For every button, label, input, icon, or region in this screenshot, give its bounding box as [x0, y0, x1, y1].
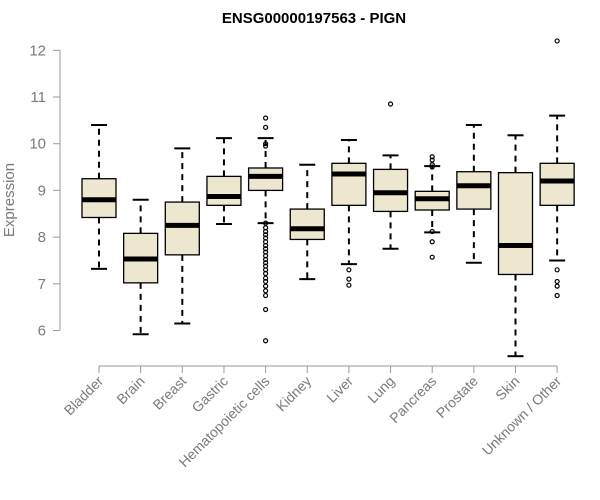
box-bladder: [81, 124, 117, 270]
y-tick-label: 10: [29, 136, 46, 153]
outlier-point: [429, 154, 435, 160]
box-kidney: [289, 163, 325, 281]
outlier-point: [263, 143, 269, 149]
x-tick-label: Breast: [149, 373, 189, 413]
box-skin: [497, 134, 534, 358]
iqr-box: [539, 162, 575, 206]
box-brain: [123, 198, 159, 336]
chart-title: ENSG00000197563 - PIGN: [222, 10, 406, 27]
iqr-box: [331, 162, 367, 206]
x-tick-label: Kidney: [273, 373, 315, 415]
box-pancreas: [414, 154, 450, 260]
outlier-point: [554, 278, 560, 285]
iqr-box: [456, 171, 492, 210]
outlier-point: [346, 282, 352, 288]
outlier-point: [263, 141, 269, 147]
y-tick-label: 7: [38, 276, 46, 293]
outlier-point: [263, 232, 269, 238]
y-axis-title: Expression: [1, 163, 18, 237]
outlier-point: [346, 267, 352, 273]
outlier-point: [346, 276, 352, 282]
iqr-box: [247, 167, 284, 192]
outlier-point: [554, 38, 560, 44]
iqr-box: [289, 208, 325, 241]
outlier-point: [554, 283, 560, 289]
y-axis: 6 7 8 9 10 11 12: [29, 42, 61, 340]
iqr-box: [497, 172, 534, 276]
outlier-point: [263, 292, 269, 299]
x-tick-label: Prostate: [433, 373, 481, 421]
outlier-point: [429, 254, 435, 260]
outlier-point: [263, 278, 269, 285]
outlier-point: [263, 338, 269, 344]
y-tick-label: 11: [30, 89, 46, 106]
y-tick-label: 9: [38, 182, 46, 199]
iqr-box: [206, 175, 242, 206]
outlier-point: [263, 115, 269, 121]
outlier-point: [263, 124, 269, 130]
outlier-point: [263, 260, 269, 266]
outlier-point: [429, 157, 435, 163]
outlier-point: [263, 275, 269, 281]
box-breast: [164, 147, 200, 325]
outlier-point: [387, 101, 394, 107]
outlier-point: [263, 246, 269, 252]
outlier-point: [429, 164, 435, 170]
box-unknown-other: [539, 38, 575, 299]
outlier-point: [263, 242, 269, 249]
box-liver: [331, 138, 367, 288]
x-tick-label: Unknown / Other: [479, 373, 565, 459]
outlier-point: [263, 306, 269, 313]
y-tick-label: 8: [38, 229, 46, 246]
y-tick-label: 6: [38, 323, 46, 340]
box-lung: [372, 101, 409, 250]
x-tick-label: Brain: [113, 373, 147, 407]
outlier-point: [263, 220, 269, 226]
box-gastric: [206, 137, 242, 226]
x-tick-label: Liver: [323, 373, 356, 406]
box-prostate: [456, 124, 492, 264]
y-tick-label: 12: [29, 42, 46, 59]
outlier-point: [429, 239, 435, 245]
outlier-point: [263, 283, 269, 289]
iqr-box: [164, 201, 200, 256]
x-tick-label: Bladder: [61, 373, 107, 419]
outlier-point: [263, 228, 269, 235]
outlier-point: [263, 256, 269, 263]
box-hematopoietic-cells: [247, 115, 284, 344]
outlier-point: [429, 162, 435, 168]
outlier-point: [263, 288, 269, 294]
outlier-point: [429, 228, 435, 235]
x-tick-label: Skin: [492, 373, 523, 404]
outlier-point: [554, 267, 560, 273]
outlier-point: [554, 292, 560, 299]
boxes-layer: [81, 38, 575, 358]
x-tick-label: Lung: [364, 373, 397, 406]
outlier-point: [263, 270, 269, 277]
